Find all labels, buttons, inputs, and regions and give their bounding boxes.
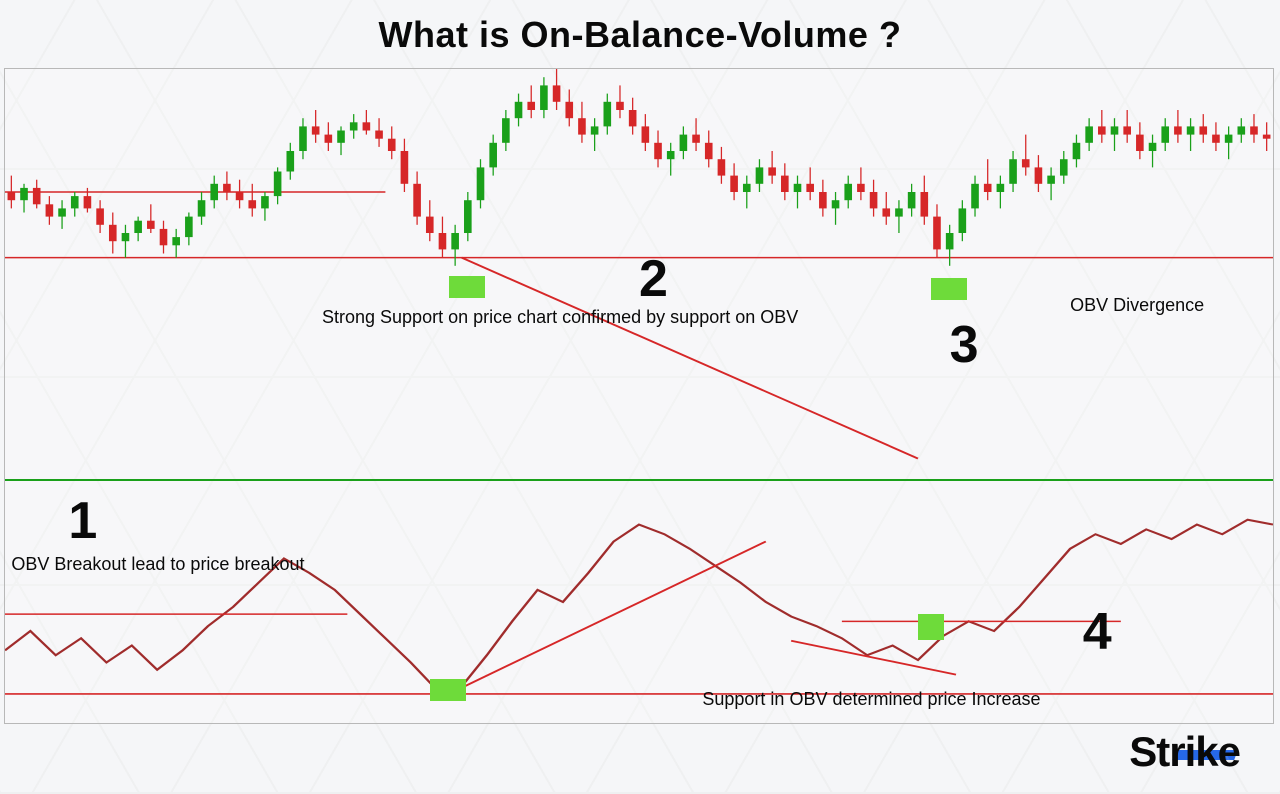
annotation-breakout: OBV Breakout lead to price breakout: [11, 554, 304, 575]
chart-frame: 2 3 Strong Support on price chart confir…: [4, 68, 1274, 724]
price-panel: 2 3 Strong Support on price chart confir…: [5, 69, 1273, 481]
annotation-divergence: OBV Divergence: [1070, 295, 1204, 316]
support-highlight-1: [449, 276, 485, 298]
page-title: What is On-Balance-Volume ?: [0, 14, 1280, 56]
marker-3: 3: [950, 315, 979, 375]
support-highlight-2: [931, 278, 967, 300]
brand-logo: Strike: [1129, 728, 1240, 776]
obv-highlight-1: [430, 679, 466, 701]
annotation-support: Strong Support on price chart confirmed …: [322, 307, 798, 328]
marker-4: 4: [1083, 602, 1112, 662]
obv-panel: 1 4 OBV Breakout lead to price breakout …: [5, 481, 1273, 723]
marker-2: 2: [639, 249, 668, 309]
annotation-obv-support: Support in OBV determined price Increase: [702, 689, 1040, 710]
obv-highlight-2: [918, 614, 944, 640]
logo-text: Strike: [1129, 728, 1240, 776]
marker-1: 1: [68, 491, 97, 551]
